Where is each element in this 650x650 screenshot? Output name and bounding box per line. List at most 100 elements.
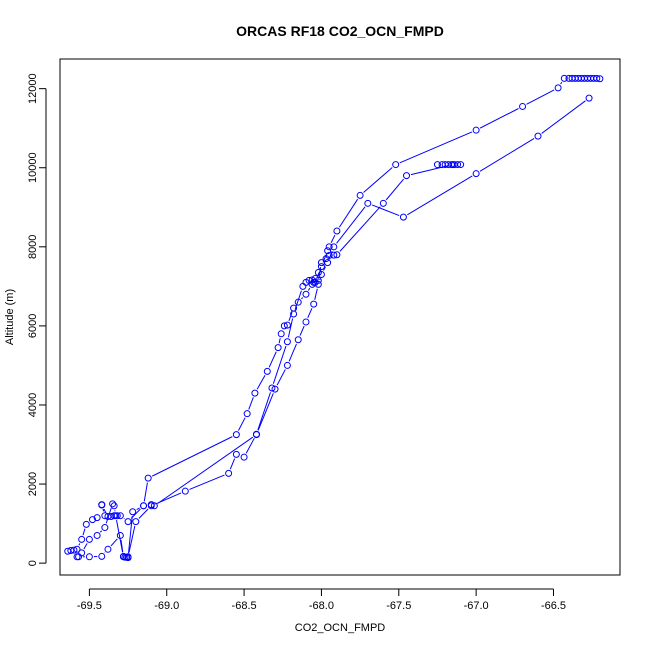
x-tick-label: -68.5 [232,600,257,612]
data-point [243,410,251,418]
series-segment [245,437,255,454]
data-point [333,227,341,235]
series-3 [73,94,593,562]
data-point [232,450,240,458]
data-point [568,74,576,82]
data-point [225,469,233,477]
y-tick-label: 0 [27,560,39,566]
data-point [268,384,276,392]
series-segment [307,308,313,319]
data-point [110,502,118,510]
x-tick-label: -68.0 [309,600,334,612]
data-point [271,385,279,393]
data-point [324,259,332,267]
series-segment [99,530,103,533]
series-segment [248,397,254,410]
data-point [560,74,568,82]
data-point [85,553,93,561]
data-point [78,549,86,557]
data-point [534,132,542,140]
x-tick-label: -66.5 [541,600,566,612]
data-point [104,545,112,553]
data-point [73,553,81,561]
data-point [129,508,137,516]
data-point [325,252,333,260]
x-tick-label: -69.5 [77,600,102,612]
data-point [98,501,106,509]
series-segment [338,198,359,228]
series-segment [116,520,124,553]
series-segment [82,528,86,536]
data-point [78,535,86,543]
data-point [519,102,527,110]
series-segment [272,345,287,384]
data-point [112,512,120,520]
data-point [314,276,322,284]
y-tick-label: 2000 [27,472,39,496]
series-segment [479,108,519,129]
series-segment [560,81,563,85]
data-point [317,263,325,271]
data-point [101,512,109,520]
data-point [302,318,310,326]
series-segment [363,167,393,193]
y-axis: 0 2000 4000 6000 8000 10000 12000 [27,73,47,566]
series-segment [323,266,326,271]
data-point [132,518,140,526]
data-point [140,502,148,510]
data-point [93,531,101,539]
series-segment [276,369,286,386]
data-point [403,172,411,180]
series-segment [385,178,405,201]
data-point [302,290,310,298]
data-point [283,361,291,369]
series-segment [229,458,236,470]
series-segment [157,436,254,504]
plot-area [59,58,621,576]
series-segment [138,508,149,519]
y-tick-label: 8000 [27,235,39,259]
series-segment [407,175,473,216]
series-segment [257,393,274,431]
series-segment [130,508,141,519]
x-tick-label: -67.5 [386,600,411,612]
x-tick-label: -67.0 [464,600,489,612]
data-point [438,161,446,169]
data-point [290,310,298,318]
series-segment [307,287,311,291]
data-point [85,535,93,543]
data-point [181,487,189,495]
data-point [565,74,573,82]
data-point [98,552,106,560]
data-point [472,170,480,178]
chart-title: ORCAS RF18 CO2_OCN_FMPD [236,23,444,39]
y-axis-label: Altitude (m) [4,289,16,345]
data-point [144,474,152,482]
data-point [280,322,288,330]
series-segment [541,100,586,134]
data-point [150,502,158,510]
series-segment [128,525,136,553]
y-tick-label: 10000 [27,152,39,183]
data-point [392,161,400,169]
series-segment [102,508,105,512]
data-point [283,321,291,329]
data-point [93,514,101,522]
series-segment [526,89,555,105]
data-point [124,554,132,562]
series-segment [288,312,293,322]
series-1 [64,74,604,555]
series-segment [78,543,81,546]
data-point [299,282,307,290]
series-segment [105,507,112,524]
series-segment [268,351,277,368]
series-segment [328,250,333,259]
series-segment [257,392,271,431]
data-point [251,389,259,397]
series-segment [314,288,318,300]
series-segment [288,343,297,362]
data-point [441,161,449,169]
x-tick-label: -69.0 [154,600,179,612]
data-point [554,84,562,92]
